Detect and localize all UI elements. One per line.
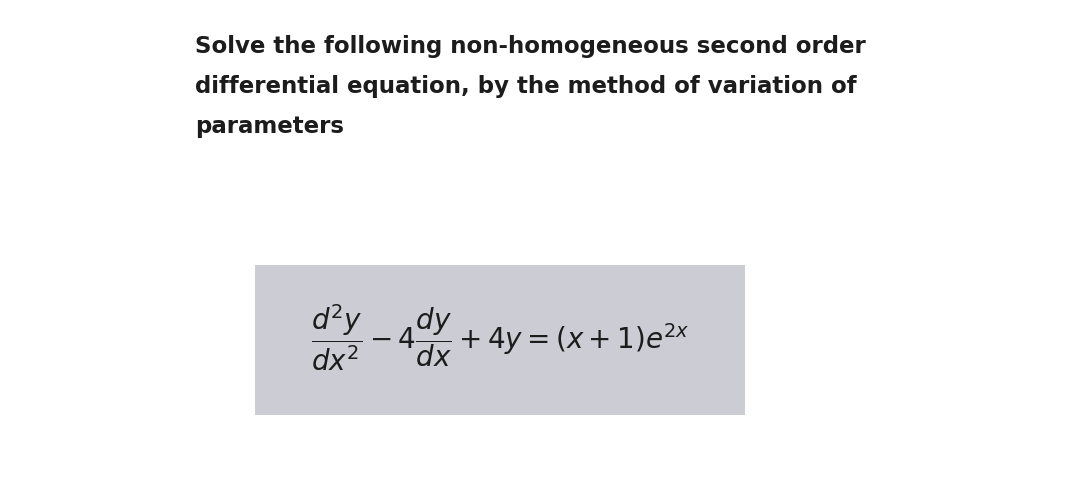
Text: Solve the following non-homogeneous second order: Solve the following non-homogeneous seco… xyxy=(195,35,866,58)
Text: differential equation, by the method of variation of: differential equation, by the method of … xyxy=(195,75,856,98)
Text: $\dfrac{d^2y}{dx^2} - 4\dfrac{dy}{dx} + 4y = (x+1)e^{2x}$: $\dfrac{d^2y}{dx^2} - 4\dfrac{dy}{dx} + … xyxy=(311,303,689,373)
Bar xyxy=(255,265,745,415)
Text: parameters: parameters xyxy=(195,115,345,138)
